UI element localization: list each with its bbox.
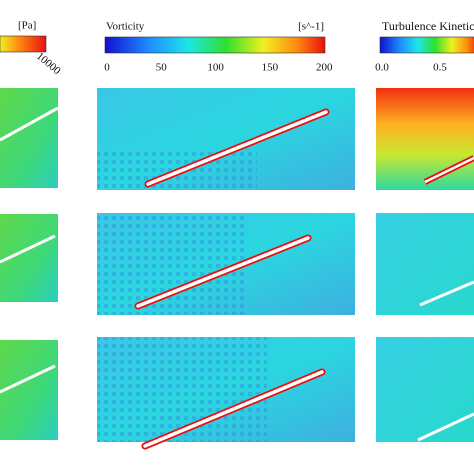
colorbar-ticks: 10000 0 50 100 150 200 0.0 0.5 (34, 50, 447, 77)
colorbar-title: Vorticity (106, 21, 145, 33)
colorbar-title: Turbulence Kinetic (382, 19, 474, 33)
pressure-panels (0, 88, 59, 440)
colorbar-tick-label: 100 (207, 62, 224, 74)
vorticity-panels (97, 88, 355, 450)
colorbar-tick-label: 150 (262, 62, 279, 74)
colorbar-vorticity: Vorticity [s^-1] (104, 21, 326, 54)
colorbar-pressure: [Pa] (0, 20, 47, 53)
colorbar-tick-label: 200 (316, 62, 333, 74)
colorbar-unit: [s^-1] (298, 21, 324, 33)
colorbar-tick-label: 0.5 (433, 62, 447, 74)
tke-panels (376, 88, 474, 442)
colorbar-tick-label: 50 (156, 62, 168, 74)
colorbar-unit: [Pa] (18, 20, 36, 32)
colorbar-tick-label: 0.0 (375, 62, 389, 74)
colorbar-tick-label: 0 (104, 62, 110, 74)
colorbar-tick-label: 10000 (34, 50, 63, 77)
colorbar-tke: Turbulence Kinetic (379, 19, 474, 54)
